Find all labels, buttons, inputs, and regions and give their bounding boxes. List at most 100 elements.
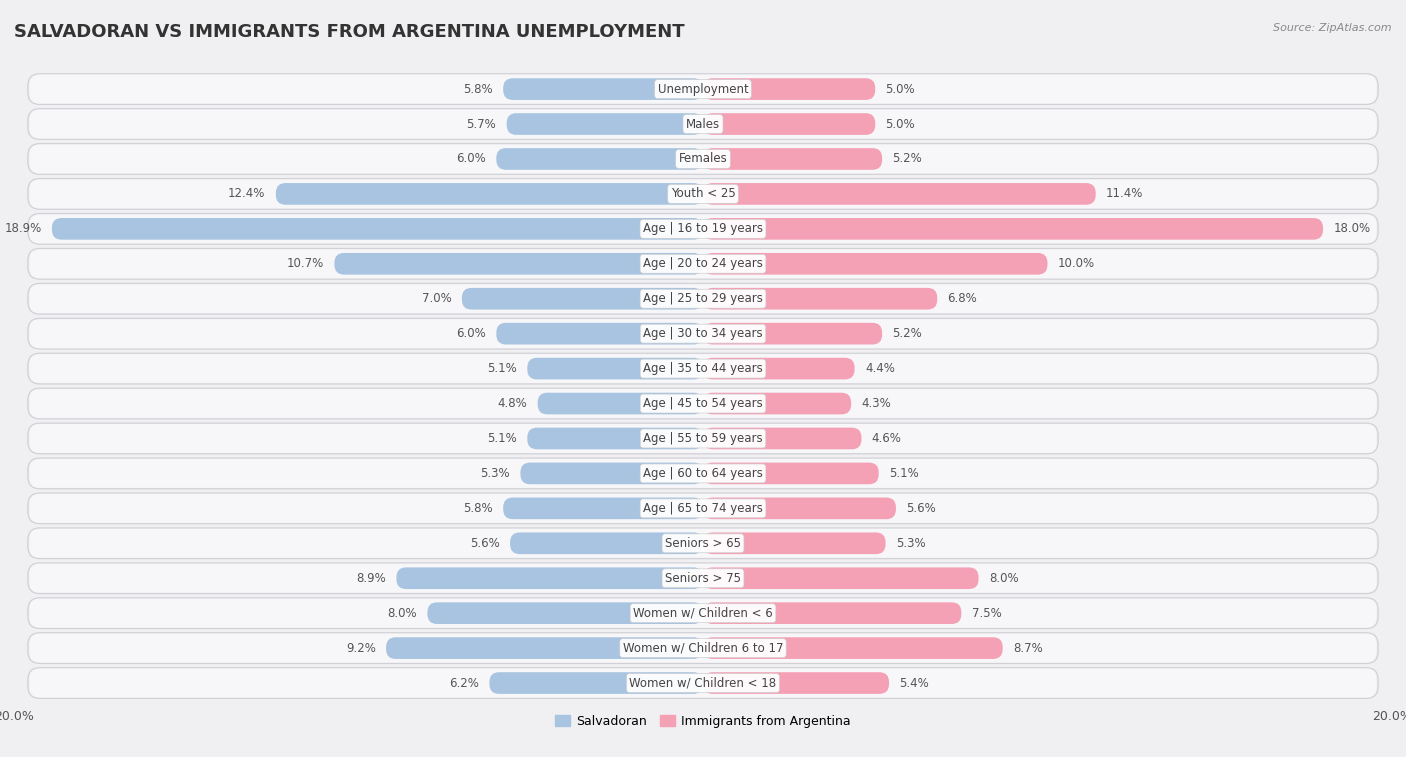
Text: 12.4%: 12.4%	[228, 188, 266, 201]
Text: Source: ZipAtlas.com: Source: ZipAtlas.com	[1274, 23, 1392, 33]
FancyBboxPatch shape	[28, 213, 1378, 245]
FancyBboxPatch shape	[703, 114, 875, 135]
FancyBboxPatch shape	[527, 428, 703, 450]
FancyBboxPatch shape	[496, 148, 703, 170]
FancyBboxPatch shape	[506, 114, 703, 135]
FancyBboxPatch shape	[30, 668, 1376, 697]
Text: 6.0%: 6.0%	[456, 327, 486, 340]
Text: 5.3%: 5.3%	[481, 467, 510, 480]
FancyBboxPatch shape	[461, 288, 703, 310]
FancyBboxPatch shape	[703, 497, 896, 519]
FancyBboxPatch shape	[30, 494, 1376, 523]
FancyBboxPatch shape	[28, 179, 1378, 209]
FancyBboxPatch shape	[703, 393, 851, 414]
FancyBboxPatch shape	[496, 322, 703, 344]
FancyBboxPatch shape	[28, 283, 1378, 314]
Text: 8.0%: 8.0%	[388, 606, 418, 620]
FancyBboxPatch shape	[30, 634, 1376, 662]
FancyBboxPatch shape	[30, 599, 1376, 628]
FancyBboxPatch shape	[527, 358, 703, 379]
FancyBboxPatch shape	[520, 463, 703, 484]
Text: 18.9%: 18.9%	[4, 223, 42, 235]
FancyBboxPatch shape	[28, 388, 1378, 419]
FancyBboxPatch shape	[30, 354, 1376, 383]
FancyBboxPatch shape	[427, 603, 703, 624]
FancyBboxPatch shape	[30, 249, 1376, 279]
Text: 5.7%: 5.7%	[467, 117, 496, 130]
FancyBboxPatch shape	[503, 78, 703, 100]
Text: 9.2%: 9.2%	[346, 642, 375, 655]
FancyBboxPatch shape	[28, 458, 1378, 489]
FancyBboxPatch shape	[28, 354, 1378, 384]
FancyBboxPatch shape	[703, 603, 962, 624]
FancyBboxPatch shape	[703, 218, 1323, 240]
Text: 4.8%: 4.8%	[498, 397, 527, 410]
FancyBboxPatch shape	[703, 253, 1047, 275]
Text: 6.8%: 6.8%	[948, 292, 977, 305]
Text: 10.7%: 10.7%	[287, 257, 323, 270]
FancyBboxPatch shape	[28, 318, 1378, 349]
FancyBboxPatch shape	[703, 183, 1095, 204]
Text: 18.0%: 18.0%	[1333, 223, 1371, 235]
Text: 5.8%: 5.8%	[463, 83, 494, 95]
Text: Seniors > 65: Seniors > 65	[665, 537, 741, 550]
Text: SALVADORAN VS IMMIGRANTS FROM ARGENTINA UNEMPLOYMENT: SALVADORAN VS IMMIGRANTS FROM ARGENTINA …	[14, 23, 685, 41]
FancyBboxPatch shape	[537, 393, 703, 414]
Text: Age | 60 to 64 years: Age | 60 to 64 years	[643, 467, 763, 480]
Text: Seniors > 75: Seniors > 75	[665, 572, 741, 584]
Text: 11.4%: 11.4%	[1107, 188, 1143, 201]
Text: 7.5%: 7.5%	[972, 606, 1001, 620]
FancyBboxPatch shape	[703, 148, 882, 170]
FancyBboxPatch shape	[30, 145, 1376, 173]
Text: 5.2%: 5.2%	[893, 327, 922, 340]
Text: Males: Males	[686, 117, 720, 130]
Text: Women w/ Children < 6: Women w/ Children < 6	[633, 606, 773, 620]
FancyBboxPatch shape	[335, 253, 703, 275]
FancyBboxPatch shape	[28, 109, 1378, 139]
FancyBboxPatch shape	[703, 428, 862, 450]
FancyBboxPatch shape	[52, 218, 703, 240]
FancyBboxPatch shape	[30, 459, 1376, 488]
Text: Age | 16 to 19 years: Age | 16 to 19 years	[643, 223, 763, 235]
Text: 8.7%: 8.7%	[1012, 642, 1043, 655]
FancyBboxPatch shape	[30, 110, 1376, 139]
FancyBboxPatch shape	[276, 183, 703, 204]
FancyBboxPatch shape	[28, 598, 1378, 628]
FancyBboxPatch shape	[28, 423, 1378, 454]
Text: Females: Females	[679, 152, 727, 166]
Text: 6.0%: 6.0%	[456, 152, 486, 166]
Text: 5.6%: 5.6%	[470, 537, 499, 550]
Text: 5.8%: 5.8%	[463, 502, 494, 515]
FancyBboxPatch shape	[387, 637, 703, 659]
Text: 5.0%: 5.0%	[886, 83, 915, 95]
FancyBboxPatch shape	[30, 75, 1376, 104]
Text: Age | 45 to 54 years: Age | 45 to 54 years	[643, 397, 763, 410]
FancyBboxPatch shape	[28, 144, 1378, 174]
FancyBboxPatch shape	[30, 389, 1376, 418]
Text: Age | 30 to 34 years: Age | 30 to 34 years	[643, 327, 763, 340]
FancyBboxPatch shape	[703, 672, 889, 694]
Text: Youth < 25: Youth < 25	[671, 188, 735, 201]
Text: Age | 20 to 24 years: Age | 20 to 24 years	[643, 257, 763, 270]
Text: 10.0%: 10.0%	[1057, 257, 1095, 270]
FancyBboxPatch shape	[28, 493, 1378, 524]
FancyBboxPatch shape	[703, 288, 938, 310]
Text: 5.6%: 5.6%	[907, 502, 936, 515]
FancyBboxPatch shape	[510, 532, 703, 554]
FancyBboxPatch shape	[28, 73, 1378, 104]
FancyBboxPatch shape	[28, 563, 1378, 593]
FancyBboxPatch shape	[30, 319, 1376, 348]
Text: Age | 35 to 44 years: Age | 35 to 44 years	[643, 362, 763, 375]
FancyBboxPatch shape	[30, 214, 1376, 243]
Text: 5.1%: 5.1%	[488, 362, 517, 375]
Text: 7.0%: 7.0%	[422, 292, 451, 305]
Text: 5.1%: 5.1%	[488, 432, 517, 445]
Text: 8.0%: 8.0%	[988, 572, 1018, 584]
Text: 6.2%: 6.2%	[450, 677, 479, 690]
FancyBboxPatch shape	[30, 284, 1376, 313]
FancyBboxPatch shape	[28, 668, 1378, 699]
FancyBboxPatch shape	[503, 497, 703, 519]
Text: 5.4%: 5.4%	[900, 677, 929, 690]
FancyBboxPatch shape	[30, 529, 1376, 558]
FancyBboxPatch shape	[703, 532, 886, 554]
